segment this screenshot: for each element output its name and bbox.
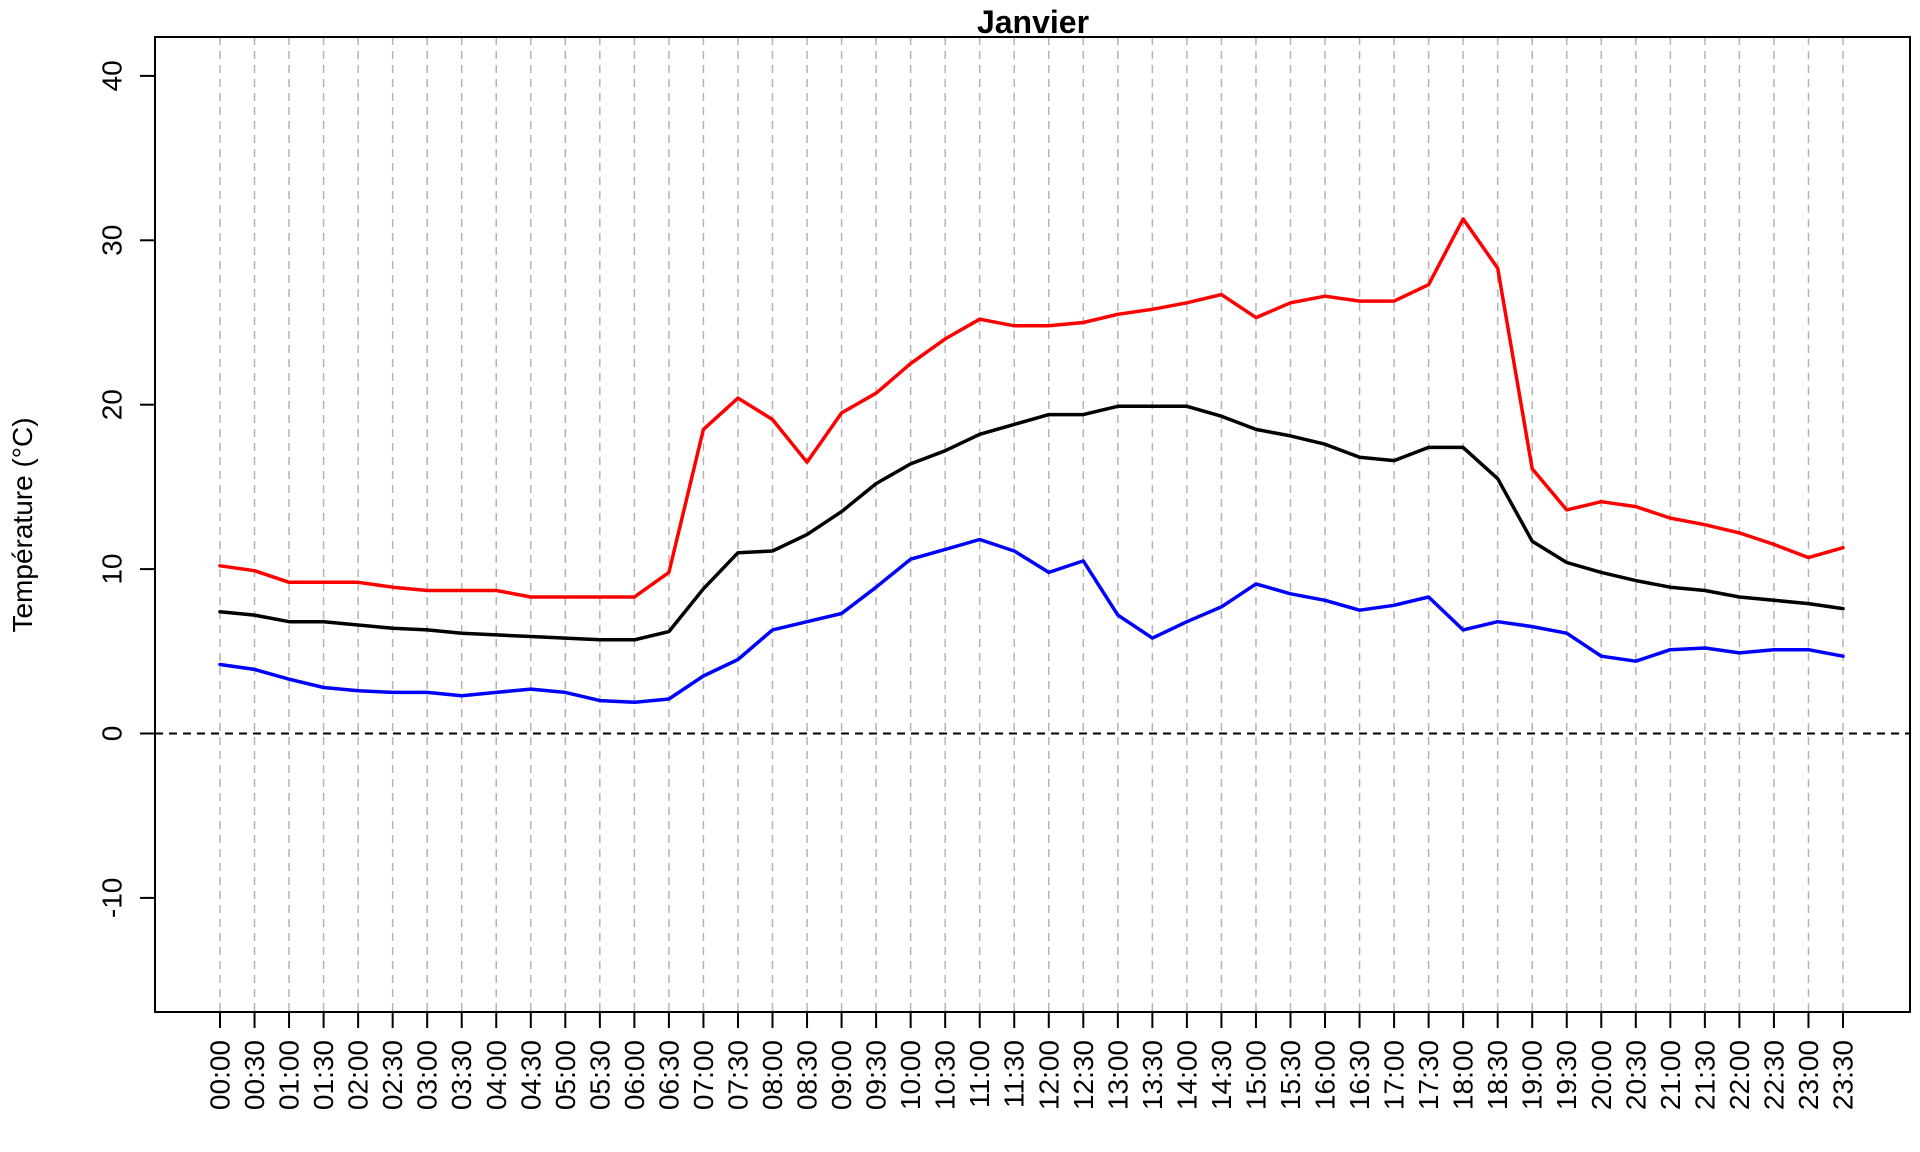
x-tick-label: 04:30 [515, 1040, 546, 1110]
x-tick-label: 22:00 [1724, 1040, 1755, 1110]
x-tick-label: 20:30 [1620, 1040, 1651, 1110]
x-tick-label: 19:00 [1517, 1040, 1548, 1110]
x-tick-label: 02:30 [377, 1040, 408, 1110]
series-line-1 [218, 217, 1845, 599]
x-tick-label: 11:00 [964, 1040, 995, 1108]
y-tick-label: 20 [97, 389, 128, 420]
y-tick-label: -10 [97, 878, 128, 918]
vertical-grid [219, 37, 1844, 1012]
x-tick-label: 06:00 [619, 1040, 650, 1110]
x-tick-label: 03:30 [446, 1040, 477, 1110]
y-tick-label: 40 [97, 60, 128, 91]
x-tick-label: 06:30 [653, 1040, 684, 1110]
x-tick-label: 23:30 [1828, 1040, 1859, 1110]
x-tick-label: 00:00 [205, 1040, 236, 1110]
y-tick-label: 0 [97, 726, 128, 742]
x-tick-label: 21:00 [1655, 1040, 1686, 1110]
x-tick-label: 09:30 [861, 1040, 892, 1110]
x-tick-label: 23:00 [1793, 1040, 1824, 1110]
x-tick-label: 22:30 [1758, 1040, 1789, 1110]
x-axis: 00:00 00:30 01:00 01:30 02:00 02:30 03:00 03:30… [205, 1011, 1859, 1110]
y-axis: -10 0 10 20 30 40 [97, 60, 156, 918]
plot-frame [154, 36, 1911, 1013]
x-tick-label: 14:00 [1171, 1040, 1202, 1110]
x-tick-label: 16:00 [1310, 1040, 1341, 1110]
x-tick-label: 09:00 [826, 1040, 857, 1110]
x-tick-label: 05:00 [550, 1040, 581, 1110]
x-tick-label: 15:30 [1275, 1040, 1306, 1110]
series-line-3 [218, 537, 1845, 705]
y-axis-label: Température (°C) [7, 417, 38, 632]
x-tick-label: 12:30 [1068, 1040, 1099, 1110]
x-tick-label: 08:30 [792, 1040, 823, 1110]
x-tick-label: 19:30 [1551, 1040, 1582, 1110]
x-tick-label: 01:30 [308, 1040, 339, 1110]
chart-title: Janvier [977, 4, 1089, 40]
x-tick-label: 04:00 [481, 1040, 512, 1110]
x-tick-label: 21:30 [1689, 1040, 1720, 1110]
x-tick-label: 08:00 [757, 1040, 788, 1110]
x-tick-label: 05:30 [584, 1040, 615, 1110]
y-tick-label: 10 [97, 554, 128, 585]
y-tick-label: 30 [97, 225, 128, 256]
x-tick-label: 17:00 [1379, 1040, 1410, 1110]
series-lines [218, 217, 1845, 705]
x-tick-label: 18:00 [1448, 1040, 1479, 1110]
x-tick-label: 18:30 [1482, 1040, 1513, 1110]
x-tick-label: 13:30 [1137, 1040, 1168, 1110]
x-tick-label: 12:00 [1033, 1040, 1064, 1110]
x-tick-label: 20:00 [1586, 1040, 1617, 1110]
x-tick-label: 15:00 [1240, 1040, 1271, 1110]
x-tick-label: 17:30 [1413, 1040, 1444, 1110]
x-tick-label: 10:00 [895, 1040, 926, 1110]
x-tick-label: 03:00 [412, 1040, 443, 1110]
x-tick-label: 13:00 [1102, 1040, 1133, 1110]
x-tick-label: 02:00 [343, 1040, 374, 1110]
x-tick-label: 07:30 [722, 1040, 753, 1110]
x-tick-label: 01:00 [274, 1040, 305, 1110]
x-tick-label: 07:00 [688, 1040, 719, 1110]
x-tick-label: 14:30 [1206, 1040, 1237, 1110]
x-tick-label: 00:30 [239, 1040, 270, 1110]
series-line-2 [218, 404, 1845, 642]
x-tick-label: 11:30 [999, 1040, 1030, 1108]
x-tick-label: 10:30 [930, 1040, 961, 1110]
x-tick-label: 16:30 [1344, 1040, 1375, 1110]
